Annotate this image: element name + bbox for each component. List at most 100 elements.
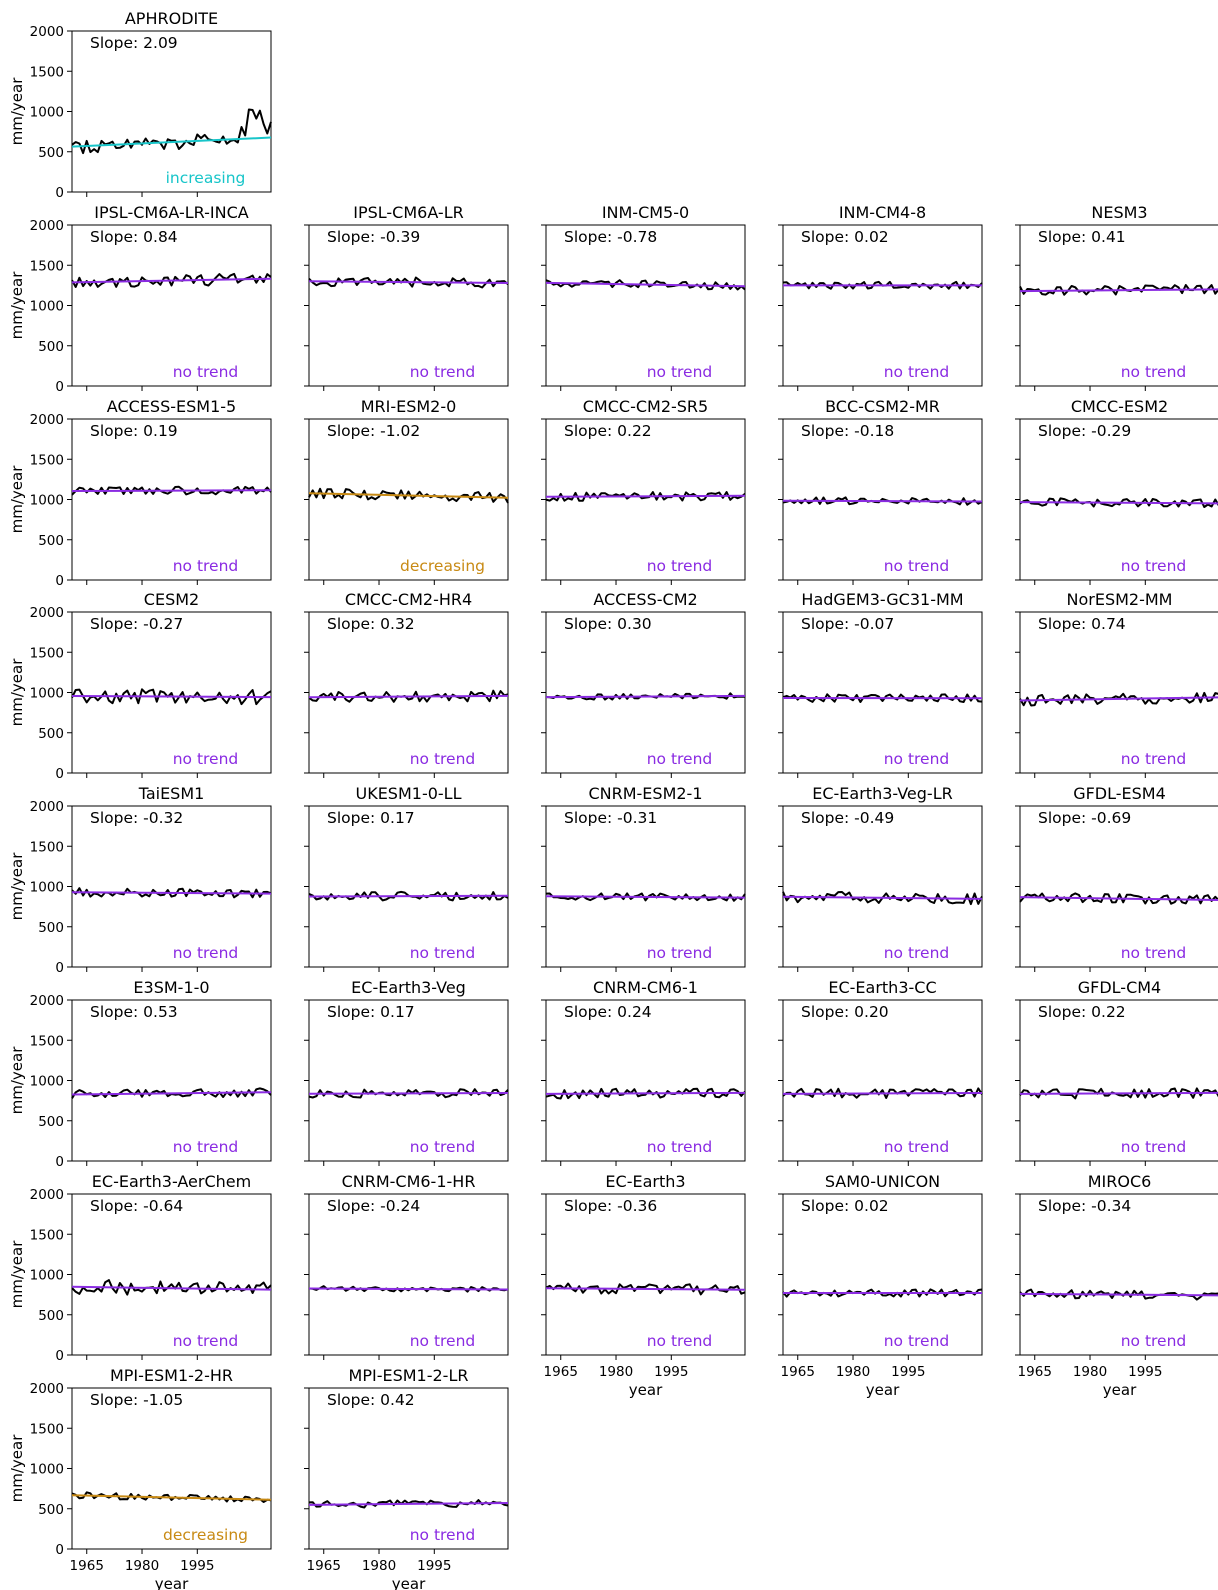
trend-label: increasing [166,169,246,187]
panel-access-esm1-5: ACCESS-ESM1-5 Slope: 0.19 no trend 0 500 1000… [8,397,272,589]
panel-title: GFDL-ESM4 [1073,784,1166,803]
plot-frame [308,224,509,387]
trend-label: no trend [410,750,476,768]
panel-ec-earth3-cc: EC-Earth3-CC Slope: 0.20 no trend [778,978,983,1166]
trend-label: no trend [1121,1138,1187,1156]
y-tick-label: 1500 [30,258,64,274]
trend-line [545,694,746,699]
slope-label: Slope: -0.29 [1038,422,1131,440]
panel-title: UKESM1-0-LL [355,784,461,803]
trend-line [71,694,272,699]
slope-label: Slope: 0.22 [564,422,652,440]
slope-label: Slope: -0.27 [90,615,183,633]
x-tick-label: 1965 [781,1364,815,1380]
y-tick-label: 2000 [30,799,64,815]
trend-line [782,895,983,900]
plot-frame [782,611,983,774]
y-tick-label: 1000 [30,880,64,896]
x-axis-label: year [629,1381,663,1399]
plot-frame [71,224,272,387]
trend-line [1019,501,1218,505]
panel-title: E3SM-1-0 [133,978,209,997]
y-tick-label: 500 [38,1114,64,1130]
y-tick-label: 0 [55,960,64,976]
plot-frame [1019,611,1218,774]
series-line [308,1088,509,1099]
y-tick-label: 2000 [30,24,64,40]
trend-line [308,694,509,699]
y-tick-label: 1500 [30,839,64,855]
series-line [308,487,509,504]
trend-line [71,1091,272,1096]
panel-e3sm-1-0: E3SM-1-0 Slope: 0.53 no trend 0 500 1000 1500 2… [8,978,272,1170]
slope-label: Slope: -0.49 [801,809,894,827]
slope-label: Slope: 0.32 [327,615,415,633]
y-tick-label: 500 [38,145,64,161]
panel-ec-earth3: EC-Earth3 Slope: -0.36 no trend 1965 1980 199… [541,1172,746,1399]
panel-cnrm-cm6-1: CNRM-CM6-1 Slope: 0.24 no trend [541,978,746,1166]
plot-frame [71,999,272,1162]
plot-frame [1019,1193,1218,1356]
trend-line [308,1287,509,1291]
panel-title: BCC-CSM2-MR [825,397,940,416]
plot-frame [1019,224,1218,387]
panel-title: APHRODITE [125,9,218,28]
panel-hadgem3-gc31-mm: HadGEM3-GC31-MM Slope: -0.07 no trend [778,590,983,778]
panel-mpi-esm1-2-lr: MPI-ESM1-2-LR Slope: 0.42 no trend 1965 1980… [304,1366,509,1590]
plot-frame [1019,999,1218,1162]
y-tick-label: 1500 [30,645,64,661]
panel-title: EC-Earth3-Veg [351,978,466,997]
panel-title: NorESM2-MM [1067,590,1173,609]
slope-label: Slope: -0.36 [564,1197,657,1215]
trend-line [545,1091,746,1095]
slope-label: Slope: -0.31 [564,809,657,827]
trend-label: no trend [173,363,239,381]
x-tick-label: 1980 [1073,1364,1107,1380]
trend-line [308,492,509,499]
slope-label: Slope: 0.30 [564,615,652,633]
x-tick-label: 1995 [1128,1364,1162,1380]
x-tick-label: 1980 [836,1364,870,1380]
panel-title: CMCC-CM2-SR5 [583,397,708,416]
trend-label: no trend [410,1332,476,1350]
y-axis-label: mm/year [8,658,26,727]
slope-label: Slope: 0.84 [90,228,178,246]
series-line [71,1279,272,1296]
x-tick-label: 1995 [654,1364,688,1380]
x-tick-label: 1965 [544,1364,578,1380]
y-tick-label: 1000 [30,105,64,121]
panel-taiesm1: TaiESM1 Slope: -0.32 no trend 0 500 1000 1500 2… [8,784,272,976]
slope-label: Slope: -0.34 [1038,1197,1131,1215]
trend-label: no trend [410,1138,476,1156]
y-axis-label: mm/year [8,1434,26,1503]
y-tick-label: 0 [55,1348,64,1364]
panel-mpi-esm1-2-hr: MPI-ESM1-2-HR Slope: -1.05 decreasing 0 500 1… [8,1366,272,1590]
trend-line [545,494,746,498]
trend-label: no trend [884,1138,950,1156]
y-tick-label: 2000 [30,993,64,1009]
trend-line [71,277,272,284]
panel-aphrodite: APHRODITE Slope: 2.09 increasing 0 500 1000 15… [8,9,272,201]
y-tick-label: 1500 [30,1421,64,1437]
trend-line [308,894,509,898]
trend-line [71,489,272,493]
trend-label: no trend [884,1332,950,1350]
panel-mri-esm2-0: MRI-ESM2-0 Slope: -1.02 decreasing [304,397,509,585]
y-tick-label: 1000 [30,686,64,702]
panel-miroc6: MIROC6 Slope: -0.34 no trend 1965 1980 1995ye… [1015,1172,1218,1399]
panel-title: ACCESS-CM2 [593,590,697,609]
plot-frame [545,805,746,968]
panel-title: HadGEM3-GC31-MM [801,590,963,609]
panel-title: MRI-ESM2-0 [361,397,457,416]
series-line [71,688,272,706]
panel-title: ACCESS-ESM1-5 [107,397,236,416]
plot-frame [71,1387,272,1550]
panel-cmcc-cm2-hr4: CMCC-CM2-HR4 Slope: 0.32 no trend [304,590,509,778]
trend-line [71,891,272,895]
panel-title: EC-Earth3-AerChem [92,1172,251,1191]
panel-title: IPSL-CM6A-LR-INCA [94,203,248,222]
plot-frame [308,1387,509,1550]
panel-title: EC-Earth3-Veg-LR [812,784,952,803]
panel-title: EC-Earth3-CC [828,978,936,997]
